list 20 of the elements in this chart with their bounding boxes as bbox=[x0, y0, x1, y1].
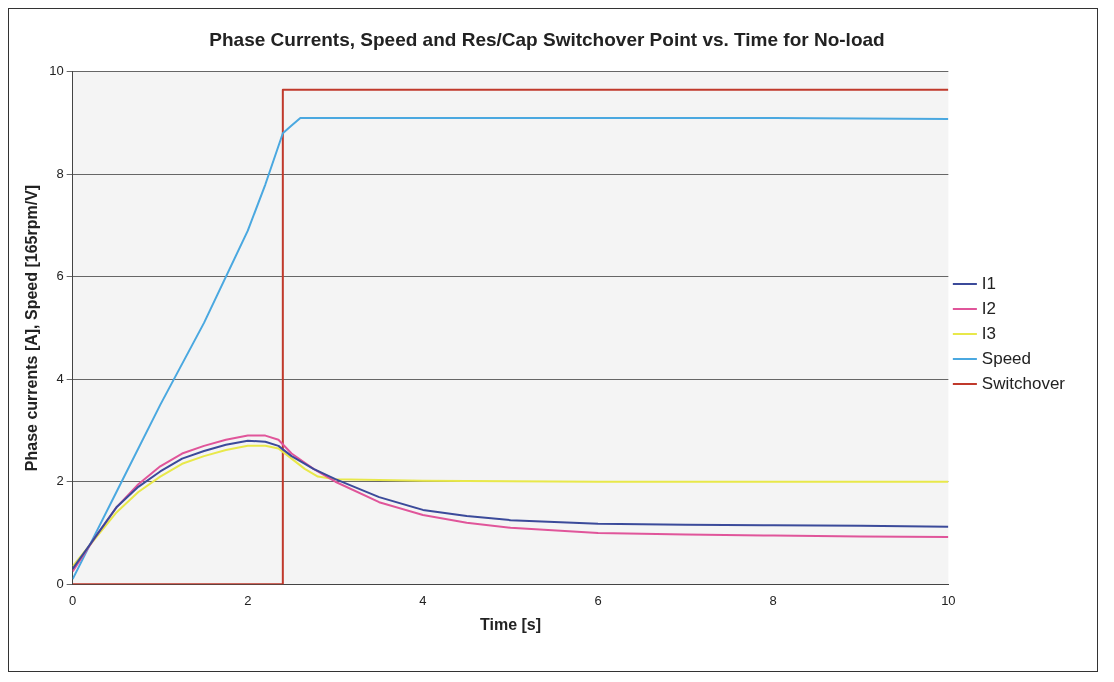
x-tick-label: 8 bbox=[769, 592, 777, 608]
x-tick-label: 6 bbox=[594, 592, 602, 608]
legend-label: Switchover bbox=[981, 373, 1066, 393]
legend-label: I1 bbox=[981, 273, 997, 293]
x-tick-label: 4 bbox=[419, 592, 427, 608]
legend-label: I3 bbox=[981, 323, 997, 343]
legend-label: Speed bbox=[981, 348, 1032, 368]
x-tick-label: 2 bbox=[244, 592, 252, 608]
y-tick-label: 8 bbox=[56, 165, 64, 181]
y-tick-label: 6 bbox=[56, 268, 64, 284]
x-tick-label: 0 bbox=[69, 592, 77, 608]
y-tick-label: 4 bbox=[56, 370, 64, 386]
chart-title: Phase Currents, Speed and Res/Cap Switchover Point vs. Time for No-load bbox=[209, 28, 885, 50]
y-tick-label: 10 bbox=[49, 63, 64, 79]
y-axis-title: Phase currents [A], Speed [165rpm/V] bbox=[23, 184, 41, 472]
y-tick-label: 2 bbox=[56, 473, 64, 489]
legend-label: I2 bbox=[981, 298, 997, 318]
x-tick-label: 10 bbox=[941, 592, 956, 608]
y-tick-label: 0 bbox=[56, 575, 64, 591]
x-axis-title: Time [s] bbox=[479, 615, 542, 633]
